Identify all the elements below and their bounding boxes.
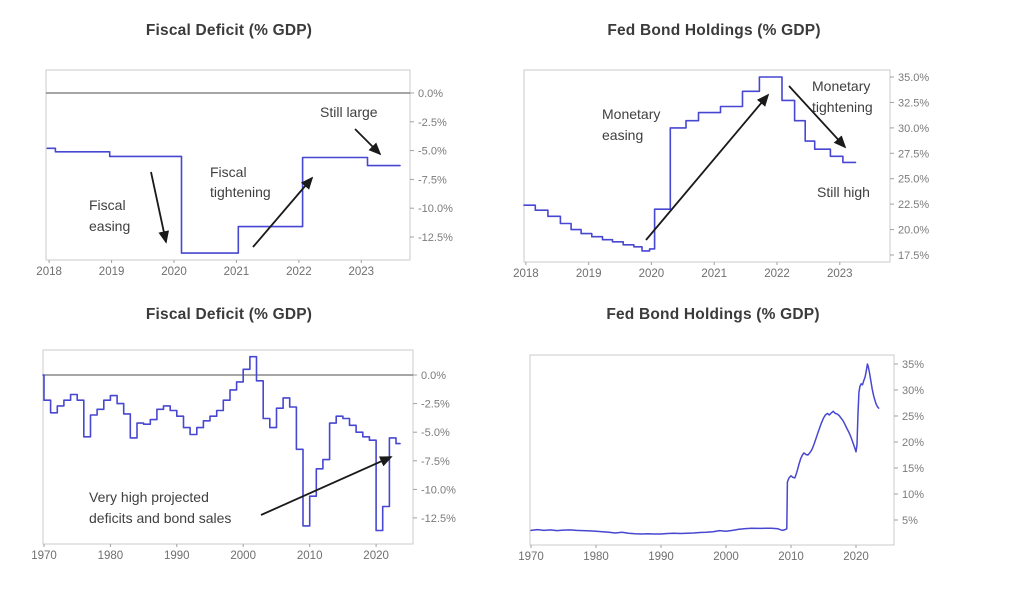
- x-tick-label: 2020: [639, 268, 665, 280]
- annotation-label: Fiscal: [89, 197, 126, 213]
- y-tick-label: 35%: [902, 359, 924, 371]
- data-line: [530, 363, 880, 535]
- annotation-label: Still high: [817, 184, 870, 200]
- annotation-label: Monetary: [602, 106, 660, 122]
- plot-border: [523, 69, 891, 263]
- y-tick-label: -7.5%: [418, 174, 447, 186]
- x-tick-label: 2021: [224, 266, 250, 278]
- y-tick-label: -5.0%: [421, 427, 450, 439]
- x-tick-label: 2020: [843, 551, 869, 563]
- annotation-label: Still large: [320, 104, 378, 120]
- annotation-label: easing: [89, 218, 130, 234]
- x-tick-label: 2000: [230, 550, 256, 562]
- x-tick-label: 2022: [764, 268, 790, 280]
- y-tick-label: 25.0%: [898, 174, 929, 186]
- y-tick-label: 20%: [902, 437, 924, 449]
- annotation-arrow: [645, 93, 770, 241]
- x-tick-label: 2023: [827, 268, 853, 280]
- annotation-label: deficits and bond sales: [89, 510, 231, 526]
- annotation-label: tightening: [210, 184, 271, 200]
- fed-bond-holdings-history-chart: 35% 30% 25% 20% 15% 10% 5% 1970 1980 1990 2000 2010…: [518, 354, 924, 563]
- chart-title-fiscal-deficit-history: Fiscal Deficit (% GDP): [145, 306, 313, 323]
- x-tick-label: 2000: [713, 551, 739, 563]
- plot-border: [45, 69, 411, 261]
- annotation-arrow: [354, 128, 382, 156]
- chart-title-fed-bond-holdings-history: Fed Bond Holdings (% GDP): [606, 306, 820, 323]
- x-tick-label: 1980: [98, 550, 124, 562]
- y-tick-label: 20.0%: [898, 225, 929, 237]
- y-tick-label: 17.5%: [898, 250, 929, 262]
- y-tick-label: 32.5%: [898, 97, 929, 109]
- x-tick-label: 1990: [648, 551, 674, 563]
- y-tick-label: 30%: [902, 385, 924, 397]
- y-tick-label: 0.0%: [421, 370, 446, 382]
- y-tick-label: 30.0%: [898, 123, 929, 135]
- annotation-label: tightening: [812, 99, 873, 115]
- plot-border: [42, 349, 414, 545]
- x-tick-label: 2019: [576, 268, 602, 280]
- chart-title-fed-bond-holdings-recent: Fed Bond Holdings (% GDP): [607, 22, 821, 39]
- annotation-label: Very high projected: [89, 489, 209, 505]
- chart-title-fiscal-deficit-recent: Fiscal Deficit (% GDP): [145, 22, 313, 39]
- x-tick-label: 2022: [286, 266, 312, 278]
- y-tick-label: 0.0%: [418, 88, 443, 100]
- fed-bond-holdings-recent-chart: 35.0% 32.5% 30.0% 27.5% 25.0% 22.5% 20.0% 17.5%…: [513, 69, 929, 280]
- annotation-arrow: [252, 176, 314, 248]
- x-tick-label: 2021: [701, 268, 727, 280]
- y-tick-label: 27.5%: [898, 148, 929, 160]
- annotation-arrow: [788, 85, 847, 149]
- x-tick-label: 2018: [513, 268, 539, 280]
- y-tick-label: -10.0%: [418, 203, 453, 215]
- y-tick-label: -12.5%: [418, 232, 453, 244]
- data-line: [46, 147, 401, 254]
- y-tick-label: 35.0%: [898, 72, 929, 84]
- x-tick-label: 2018: [36, 266, 62, 278]
- y-tick-label: -5.0%: [418, 146, 447, 158]
- annotation-label: easing: [602, 127, 643, 143]
- y-tick-label: 10%: [902, 489, 924, 501]
- x-tick-label: 1980: [583, 551, 609, 563]
- fiscal-deficit-recent-chart: 0.0% -2.5% -5.0% -7.5% -10.0% -12.5% 2018 2019 2…: [36, 69, 453, 278]
- x-tick-label: 2019: [99, 266, 125, 278]
- y-tick-label: -2.5%: [421, 399, 450, 411]
- x-tick-label: 1970: [31, 550, 57, 562]
- x-tick-label: 2020: [363, 550, 389, 562]
- annotation-arrow: [150, 171, 170, 244]
- fiscal-deficit-history-chart: 0.0% -2.5% -5.0% -7.5% -10.0% -12.5% 1970 1980 1…: [31, 349, 456, 562]
- x-tick-label: 2023: [349, 266, 375, 278]
- plot-border: [529, 354, 895, 546]
- x-tick-label: 2010: [778, 551, 804, 563]
- x-tick-label: 2020: [161, 266, 187, 278]
- y-tick-label: -7.5%: [421, 456, 450, 468]
- x-tick-label: 1970: [518, 551, 544, 563]
- y-tick-label: 25%: [902, 411, 924, 423]
- y-tick-label: 15%: [902, 463, 924, 475]
- data-line: [42, 355, 401, 532]
- y-tick-label: 5%: [902, 515, 918, 527]
- annotation-arrow: [260, 456, 393, 516]
- annotation-label: Monetary: [812, 78, 870, 94]
- annotation-label: Fiscal: [210, 164, 247, 180]
- y-tick-label: -12.5%: [421, 513, 456, 525]
- x-tick-label: 1990: [164, 550, 190, 562]
- y-tick-label: -10.0%: [421, 484, 456, 496]
- x-tick-label: 2010: [297, 550, 323, 562]
- y-tick-label: -2.5%: [418, 117, 447, 129]
- y-tick-label: 22.5%: [898, 199, 929, 211]
